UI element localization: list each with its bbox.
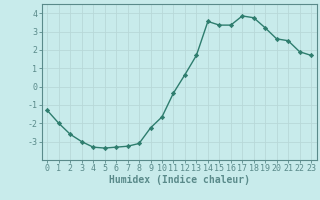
- X-axis label: Humidex (Indice chaleur): Humidex (Indice chaleur): [109, 175, 250, 185]
